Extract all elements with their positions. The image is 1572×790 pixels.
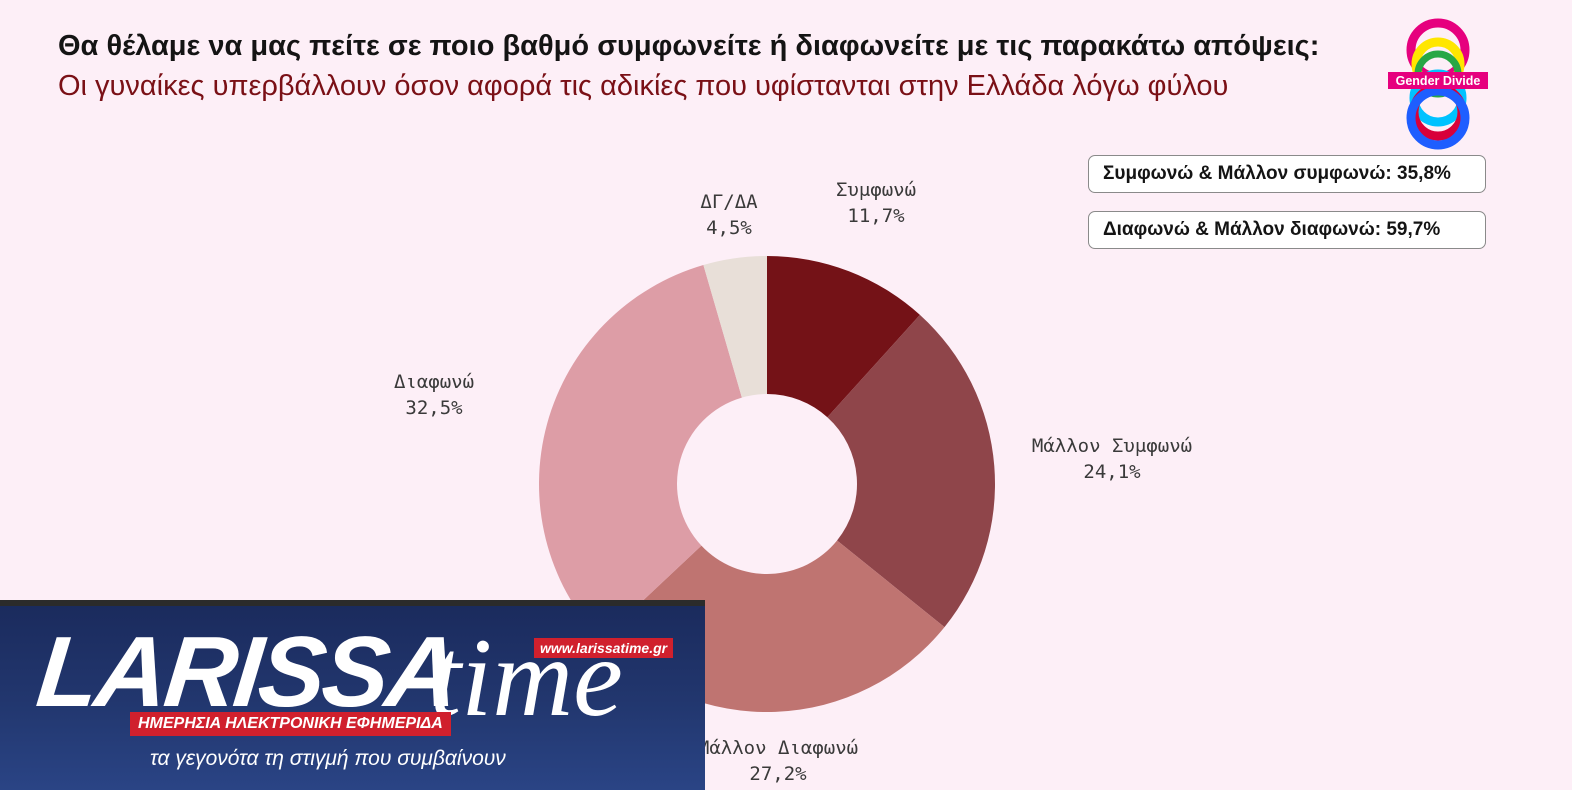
watermark-url: www.larissatime.gr	[534, 638, 674, 658]
slice-value-label-4: 32,5%	[405, 397, 463, 419]
slice-label-5: ΔΓ/ΔΑ	[700, 191, 758, 213]
watermark-tagline: τα γεγονότα τη στιγμή που συμβαίνουν	[150, 747, 506, 770]
watermark-top-bar	[0, 600, 705, 606]
watermark-banner: ΗΜΕΡΗΣΙΑ ΗΛΕΚΤΡΟΝΙΚΗ ΕΦΗΜΕΡΙΔΑ	[130, 712, 451, 736]
slice-value-label-3: 27,2%	[749, 763, 807, 785]
slice-label-3: Μάλλον Διαφωνώ	[698, 737, 858, 759]
slice-label-1: Συμφωνώ	[836, 179, 916, 201]
statement-subtitle: Οι γυναίκες υπερβάλλουν όσον αφορά τις α…	[58, 70, 1229, 102]
question-title: Θα θέλαμε να μας πείτε σε ποιο βαθμό συμ…	[58, 30, 1320, 62]
logo-text: Gender Divide	[1396, 74, 1481, 88]
donut-slice-5	[703, 256, 767, 398]
slice-value-label-5: 4,5%	[706, 217, 752, 239]
larissatime-watermark: LARISSA time www.larissatime.gr ΗΜΕΡΗΣΙΑ…	[0, 600, 705, 790]
donut-slice-4	[539, 265, 742, 641]
donut-slice-2	[827, 314, 996, 628]
watermark-brand-suffix: time	[430, 616, 623, 740]
summary-agree-box: Συμφωνώ & Μάλλον συμφωνώ: 35,8%	[1088, 155, 1486, 193]
slice-value-label-1: 11,7%	[847, 205, 905, 227]
chart-heading: Θα θέλαμε να μας πείτε σε ποιο βαθμό συμ…	[58, 26, 1378, 106]
slice-label-2: Μάλλον Συμφωνώ	[1032, 435, 1192, 457]
summary-disagree-box: Διαφωνώ & Μάλλον διαφωνώ: 59,7%	[1088, 211, 1486, 249]
slice-label-4: Διαφωνώ	[394, 371, 474, 393]
gender-divide-logo: Gender Divide	[1388, 18, 1488, 150]
slice-value-label-2: 24,1%	[1083, 461, 1141, 483]
donut-slice-1	[767, 256, 920, 418]
